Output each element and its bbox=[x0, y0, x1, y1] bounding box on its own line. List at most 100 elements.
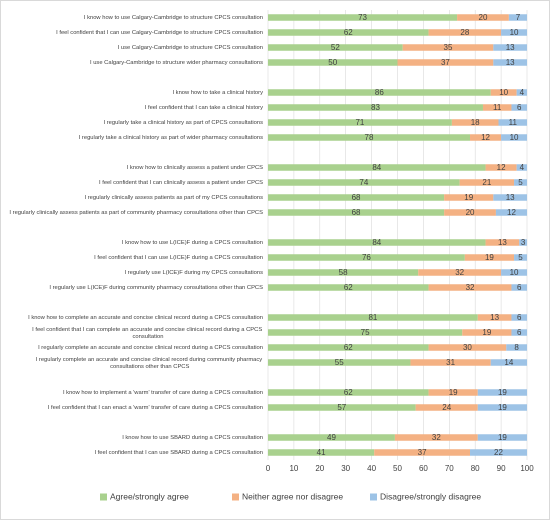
data-label: 75 bbox=[361, 328, 370, 337]
bar-segment bbox=[485, 164, 517, 171]
bar-segment bbox=[501, 269, 527, 276]
data-label: 6 bbox=[517, 328, 522, 337]
data-label: 41 bbox=[317, 448, 326, 457]
data-label: 57 bbox=[337, 403, 346, 412]
y-tick-label: I regularly complete an accurate and con… bbox=[36, 356, 264, 369]
data-label: 13 bbox=[506, 43, 515, 52]
y-tick-label: I feel confident that I can use SBARD du… bbox=[94, 450, 263, 456]
bar-segment bbox=[477, 389, 527, 396]
data-label: 11 bbox=[509, 118, 518, 127]
y-tick-label: I know how to use L(ICE)F during a CPCS … bbox=[122, 240, 263, 246]
data-label: 4 bbox=[520, 163, 525, 172]
bar-segment bbox=[516, 89, 527, 96]
bar-segment bbox=[374, 449, 471, 456]
bar-segment bbox=[511, 104, 527, 111]
data-label: 12 bbox=[507, 208, 516, 217]
data-label: 30 bbox=[463, 343, 472, 352]
y-tick-label: I know how to complete an accurate and c… bbox=[28, 315, 263, 321]
data-label: 19 bbox=[485, 253, 494, 262]
data-label: 62 bbox=[344, 28, 353, 37]
x-tick-label: 80 bbox=[471, 464, 480, 473]
bar-segment bbox=[428, 284, 512, 291]
bar-segment bbox=[514, 179, 527, 186]
bar-segment bbox=[470, 449, 527, 456]
bar-segment bbox=[268, 179, 460, 186]
bar-segment bbox=[516, 164, 527, 171]
bar-segment bbox=[268, 14, 458, 21]
data-label: 35 bbox=[444, 43, 453, 52]
y-tick-label: I feel confident that I can use Calgary-… bbox=[56, 30, 263, 36]
data-label: 12 bbox=[497, 163, 506, 172]
data-label: 4 bbox=[520, 88, 525, 97]
bar-segment bbox=[477, 434, 527, 441]
data-label: 3 bbox=[521, 238, 526, 247]
data-label: 49 bbox=[327, 433, 336, 442]
data-label: 5 bbox=[518, 178, 523, 187]
bar-segment bbox=[268, 134, 471, 141]
y-tick-label: I regularly clinically assess patients a… bbox=[9, 210, 263, 216]
y-tick-label: I regularly take a clinical history as p… bbox=[104, 120, 264, 126]
bar-segment bbox=[506, 344, 527, 351]
bar-segment bbox=[477, 314, 512, 321]
data-label: 13 bbox=[506, 193, 515, 202]
data-label: 12 bbox=[481, 133, 490, 142]
bar-segment bbox=[511, 329, 527, 336]
bar-segment bbox=[493, 194, 527, 201]
bar-segment bbox=[462, 329, 512, 336]
bar-segment bbox=[490, 359, 527, 366]
data-label: 28 bbox=[460, 28, 469, 37]
bar-segment bbox=[268, 44, 403, 51]
x-tick-label: 30 bbox=[341, 464, 350, 473]
data-label: 19 bbox=[498, 433, 507, 442]
data-label: 11 bbox=[493, 103, 502, 112]
bar-segment bbox=[428, 344, 507, 351]
bar-segment bbox=[501, 134, 527, 141]
bar-segment bbox=[511, 314, 527, 321]
data-label: 7 bbox=[516, 13, 521, 22]
y-tick-label: I know how to clinically assess a patien… bbox=[127, 165, 263, 171]
y-tick-label: I feel confident that I can take a clini… bbox=[145, 105, 263, 111]
bar-segment bbox=[495, 209, 527, 216]
x-tick-label: 100 bbox=[520, 464, 534, 473]
bar-segment bbox=[464, 254, 515, 261]
data-label: 62 bbox=[344, 388, 353, 397]
bar-segment bbox=[268, 104, 483, 111]
data-label: 68 bbox=[352, 208, 361, 217]
bar-segment bbox=[268, 284, 429, 291]
y-tick-label: I regularly use L(ICE)F during community… bbox=[49, 285, 263, 291]
y-tick-label: I know how to use Calgary-Cambridge to s… bbox=[84, 15, 263, 21]
bar-segment bbox=[268, 314, 478, 321]
data-label: 19 bbox=[498, 403, 507, 412]
data-label: 13 bbox=[490, 313, 499, 322]
data-label: 76 bbox=[362, 253, 371, 262]
bar-segment bbox=[268, 434, 395, 441]
bar-segment bbox=[477, 404, 527, 411]
bar-segment bbox=[268, 359, 411, 366]
bar-segment bbox=[268, 389, 429, 396]
bar-segment bbox=[498, 119, 527, 126]
data-label: 62 bbox=[344, 283, 353, 292]
data-label: 22 bbox=[494, 448, 503, 457]
y-tick-label: I use Calgary-Cambridge to structure CPC… bbox=[118, 45, 263, 51]
bar-segment bbox=[268, 344, 429, 351]
data-label: 32 bbox=[432, 433, 441, 442]
legend-label: Disagree/strongly disagree bbox=[380, 491, 481, 501]
data-label: 10 bbox=[510, 133, 519, 142]
y-tick-label: I feel confident that I can clinically a… bbox=[99, 180, 263, 186]
y-tick-label: I regularly complete an accurate and con… bbox=[38, 345, 263, 351]
bar-segment bbox=[268, 59, 398, 66]
data-label: 24 bbox=[442, 403, 451, 412]
bar-segment bbox=[268, 449, 375, 456]
data-label: 73 bbox=[358, 13, 367, 22]
data-label: 21 bbox=[482, 178, 491, 187]
data-label: 18 bbox=[471, 118, 480, 127]
bar-segment bbox=[415, 404, 478, 411]
x-tick-label: 40 bbox=[367, 464, 376, 473]
bar-segment bbox=[493, 59, 527, 66]
bar-segment bbox=[428, 29, 502, 36]
data-label: 81 bbox=[368, 313, 377, 322]
y-tick-label: I know how to take a clinical history bbox=[172, 90, 263, 96]
data-label: 58 bbox=[339, 268, 348, 277]
bar-segment bbox=[268, 89, 491, 96]
